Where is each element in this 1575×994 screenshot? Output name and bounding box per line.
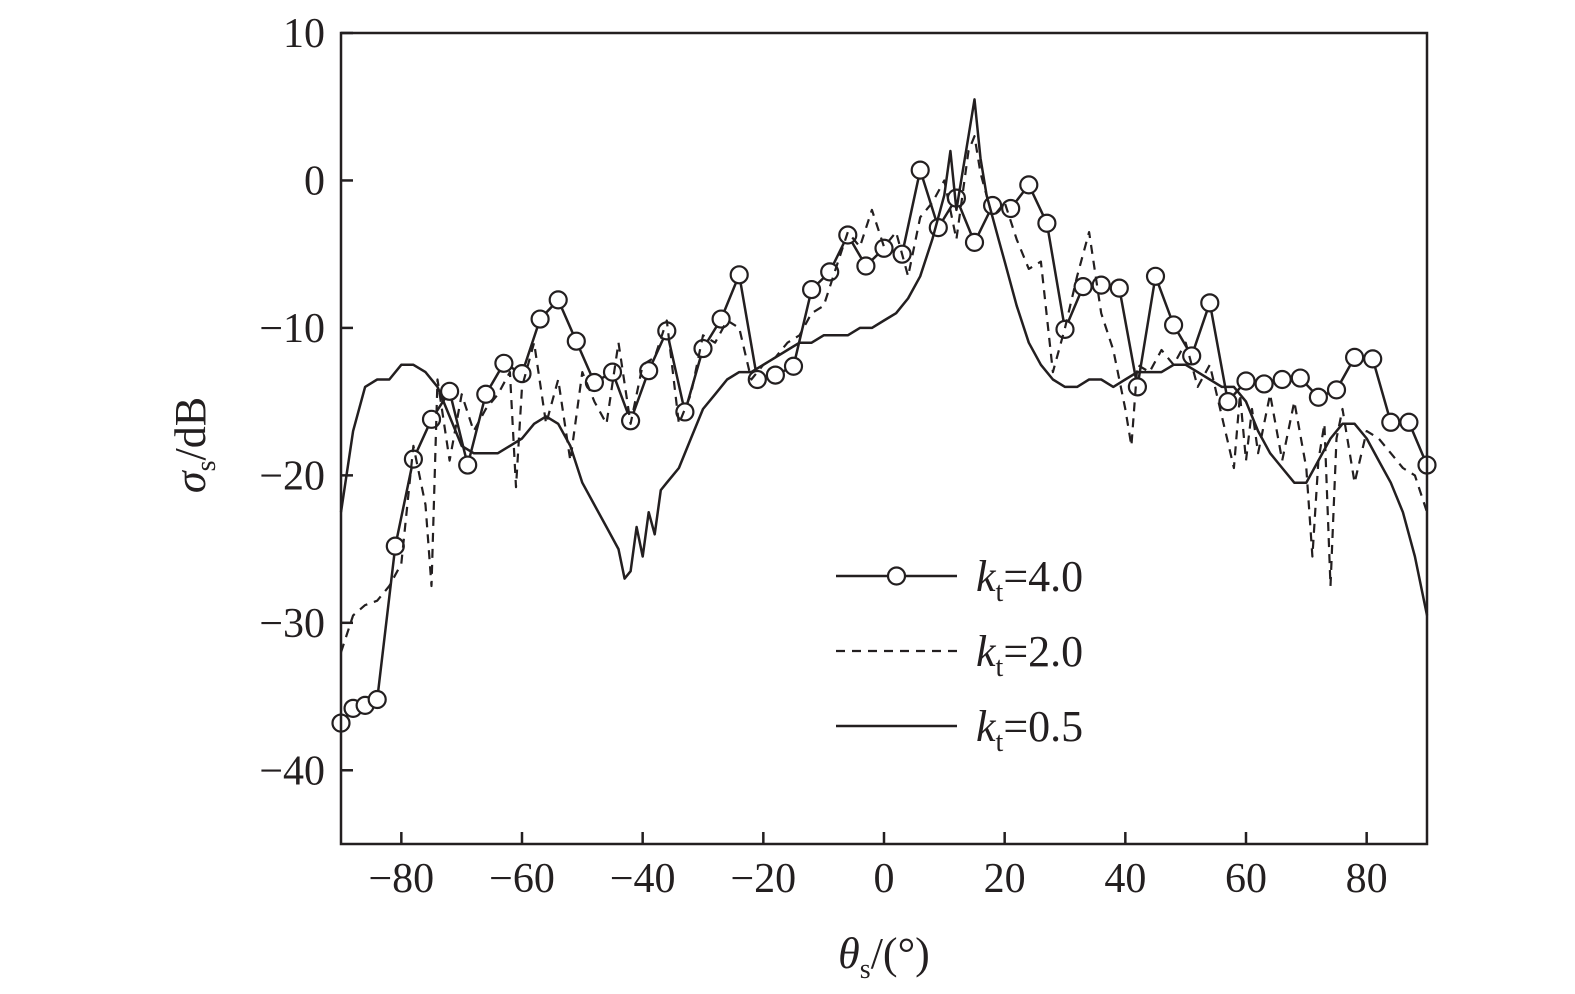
x-tick-label: −20 (730, 856, 796, 902)
series-line-1 (339, 135, 1429, 653)
series-point-0 (530, 309, 550, 329)
y-tick-label: 0 (304, 158, 325, 204)
series-point-0 (1236, 371, 1256, 391)
x-axis-label: θs/(°) (838, 929, 930, 985)
series-point-0 (566, 331, 586, 351)
x-tick-label: −40 (610, 856, 676, 902)
x-tick-label: 60 (1225, 856, 1267, 902)
series-point-0 (856, 256, 876, 276)
series-point-0 (783, 356, 804, 376)
series-point-0 (1308, 387, 1329, 407)
y-tick-label: −40 (259, 748, 325, 794)
series-point-0 (458, 455, 478, 475)
series-point-0 (584, 372, 605, 393)
series-point-0 (964, 232, 985, 252)
series-layer (331, 98, 1437, 733)
y-axis-label: σs/dB (166, 397, 222, 493)
series-point-0 (910, 160, 930, 180)
series-point-0 (1127, 377, 1148, 397)
series-point-0 (801, 279, 822, 300)
series-point-0 (1145, 266, 1166, 286)
series-point-0 (494, 353, 514, 373)
y-tick-label: −20 (259, 453, 325, 499)
series-point-0 (747, 369, 767, 390)
series-point-0 (1109, 278, 1129, 298)
series-point-0 (1073, 277, 1093, 297)
series-point-0 (711, 309, 731, 329)
series-point-0 (385, 536, 405, 556)
x-tick-label: 20 (984, 856, 1026, 902)
x-tick-label: 40 (1104, 856, 1146, 902)
series-point-0 (1344, 347, 1365, 367)
legend-label-0: kt=4.0 (976, 552, 1083, 608)
x-tick-label: 0 (874, 856, 895, 902)
series-point-0 (1272, 369, 1292, 390)
series-point-0 (1399, 412, 1419, 432)
series-point-0 (1254, 374, 1274, 394)
series-point-0 (1326, 380, 1347, 400)
series-point-0 (765, 365, 786, 385)
y-tick-label: −10 (259, 306, 325, 352)
series-point-0 (1001, 198, 1021, 219)
series-point-0 (729, 265, 749, 285)
series-point-0 (476, 384, 496, 404)
series-point-0 (1037, 213, 1057, 233)
series-line-2 (339, 98, 1429, 616)
series-point-0 (602, 362, 623, 382)
series-point-0 (512, 364, 532, 384)
series-point-0 (1218, 392, 1238, 412)
series-point-0 (1290, 368, 1310, 388)
series-point-0 (820, 262, 840, 282)
series-point-0 (548, 290, 568, 310)
series-point-0 (1055, 319, 1075, 339)
series-point-0 (1200, 293, 1220, 313)
x-tick-label: −80 (368, 856, 434, 902)
series-point-0 (1163, 315, 1184, 335)
series-point-0 (874, 238, 894, 258)
legend-label-1: kt=2.0 (976, 627, 1083, 683)
series-point-0 (693, 338, 713, 359)
y-tick-label: −30 (259, 601, 325, 647)
legend-marker (886, 566, 907, 586)
series-point-0 (440, 381, 460, 401)
axis-ticks (341, 31, 1368, 844)
series-point-0 (1363, 349, 1383, 369)
legend: kt=4.0 kt=2.0 kt=0.5 (836, 552, 1083, 758)
plot-frame (339, 31, 1429, 846)
legend-label-2: kt=0.5 (976, 702, 1083, 758)
series-point-0 (1381, 412, 1401, 432)
series-point-0 (403, 449, 423, 469)
series-point-0 (639, 361, 659, 381)
series-point-0 (1019, 175, 1039, 195)
y-tick-label: 10 (283, 11, 325, 57)
x-tick-label: −60 (489, 856, 555, 902)
series-point-0 (367, 689, 387, 710)
x-tick-label: 80 (1346, 856, 1388, 902)
